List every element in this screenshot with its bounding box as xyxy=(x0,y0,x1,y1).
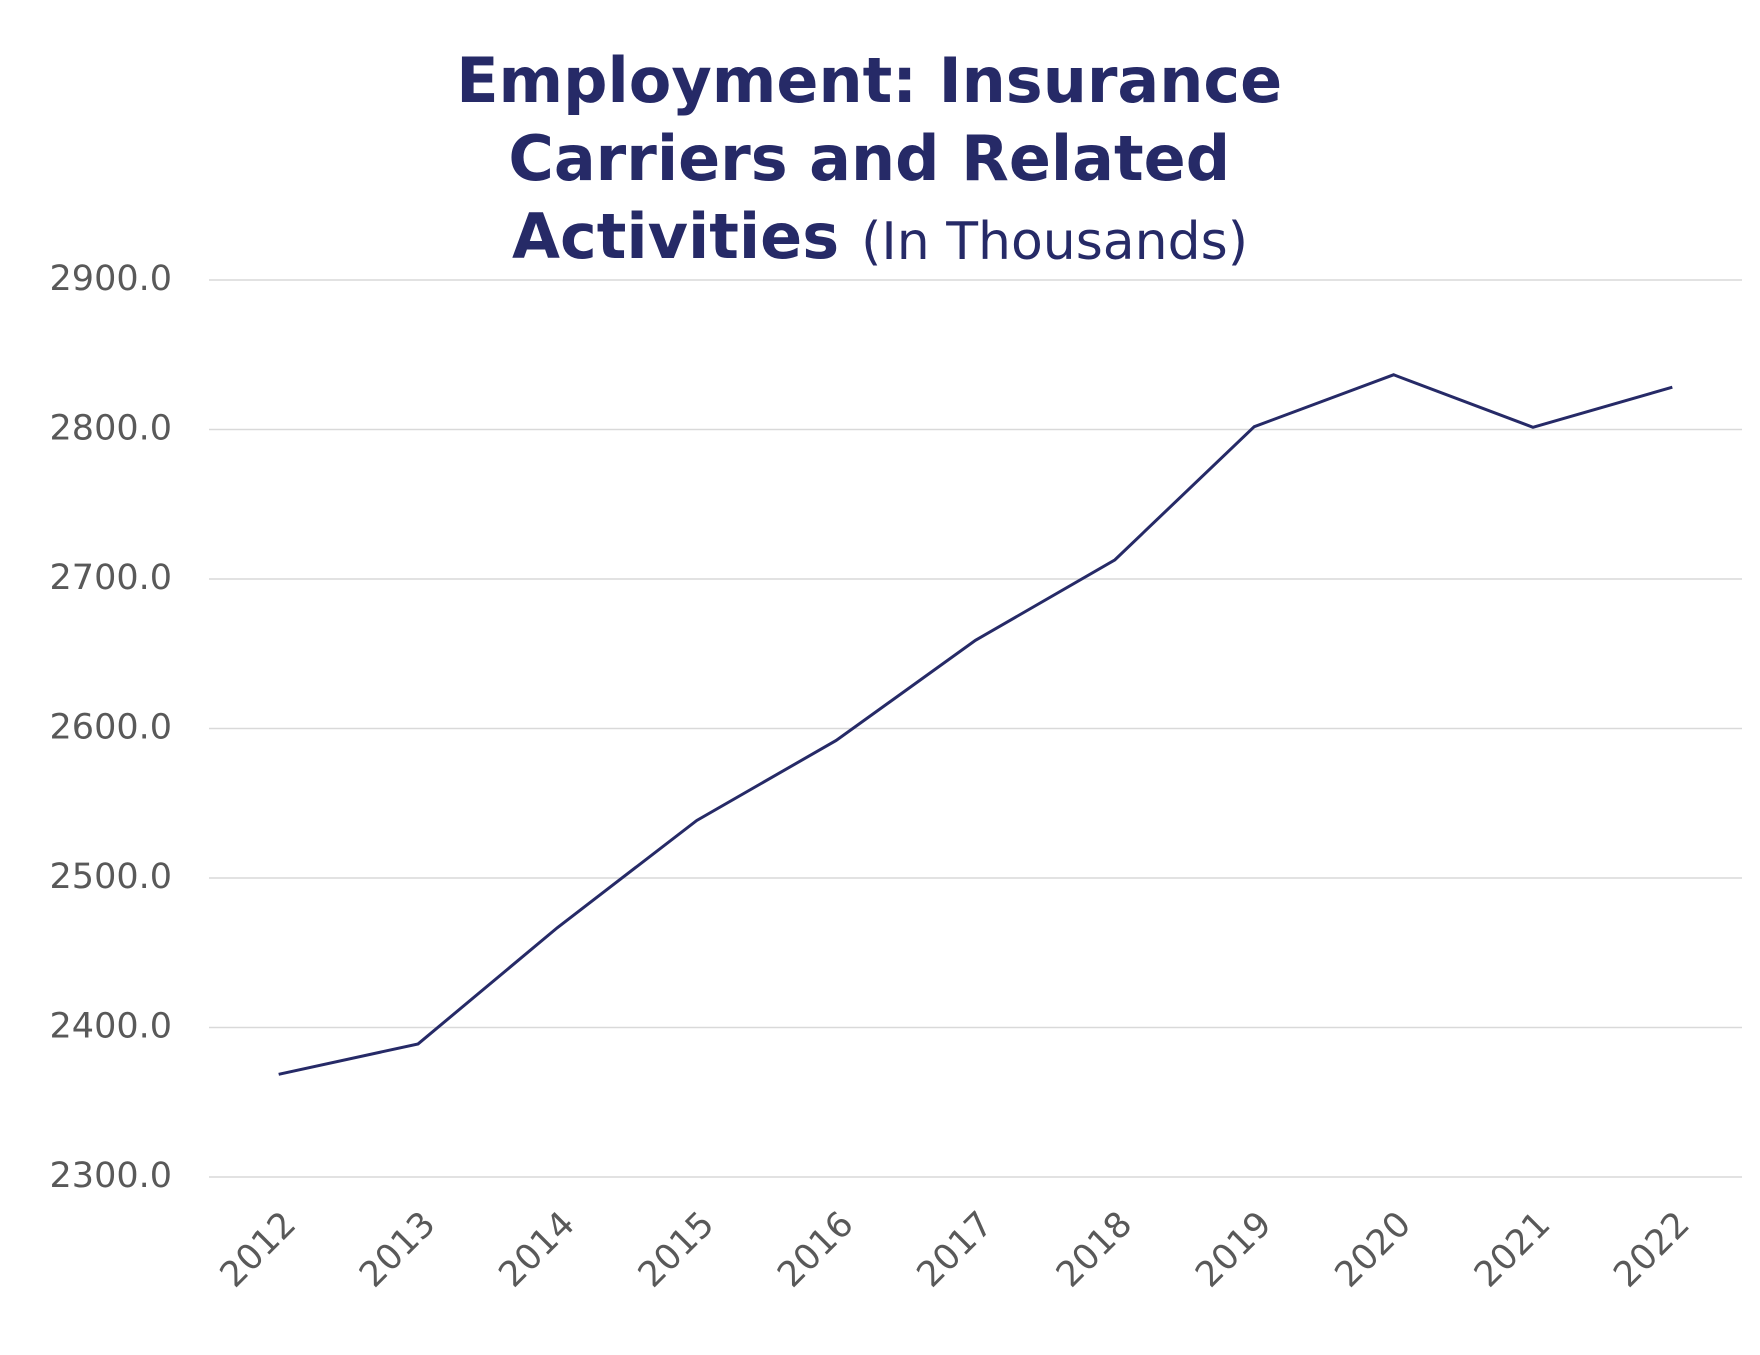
y-tick-label: 2500.0 xyxy=(50,857,172,897)
x-tick-label: 2016 xyxy=(770,1204,861,1295)
y-tick-label: 2900.0 xyxy=(50,259,172,299)
x-tick-label: 2021 xyxy=(1467,1204,1558,1295)
x-tick-label: 2013 xyxy=(352,1204,443,1295)
x-tick-label: 2015 xyxy=(631,1204,722,1295)
x-tick-label: 2019 xyxy=(1188,1204,1279,1295)
x-tick-label: 2014 xyxy=(492,1204,583,1295)
data-line xyxy=(278,373,1673,1076)
x-tick-label: 2017 xyxy=(910,1204,1001,1295)
y-tick-label: 2700.0 xyxy=(50,558,172,598)
chart-title: Employment: Insurance Carriers and Relat… xyxy=(456,44,1304,273)
x-tick-label: 2018 xyxy=(1049,1204,1140,1295)
x-tick-label: 2012 xyxy=(213,1204,304,1295)
y-tick-label: 2800.0 xyxy=(50,409,172,449)
y-tick-label: 2300.0 xyxy=(50,1156,172,1196)
y-tick-label: 2600.0 xyxy=(50,708,172,748)
x-tick-label: 2020 xyxy=(1328,1204,1419,1295)
x-tick-label: 2022 xyxy=(1606,1204,1697,1295)
chart-subtitle: (In Thousands) xyxy=(861,212,1248,272)
y-tick-label: 2400.0 xyxy=(50,1007,172,1047)
